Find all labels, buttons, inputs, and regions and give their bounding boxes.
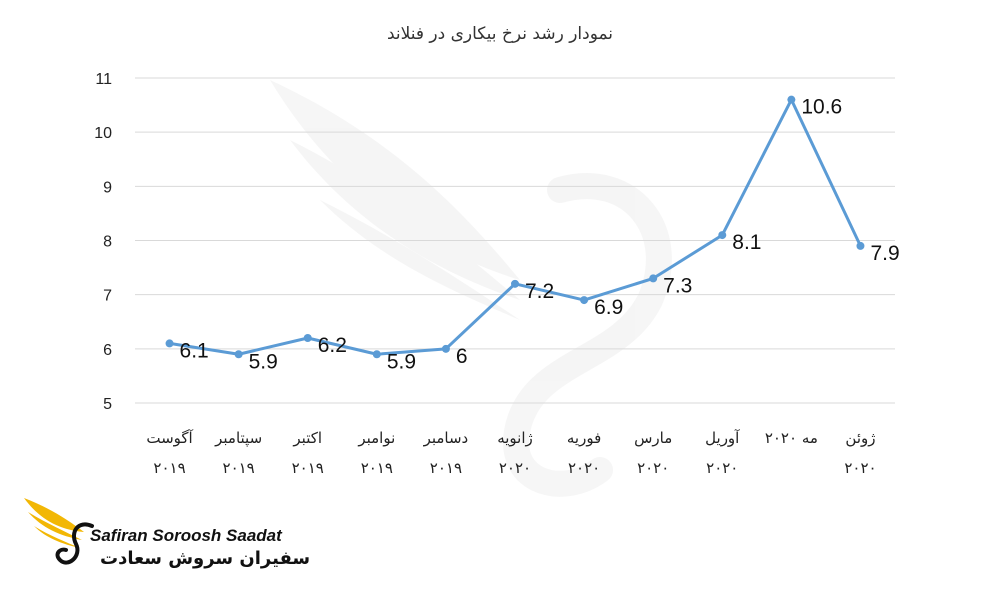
x-category-year: ۲۰۲۰ (568, 459, 600, 477)
data-label: 6.1 (180, 339, 209, 362)
x-category-year: ۲۰۲۰ (499, 459, 531, 477)
data-label: 5.9 (249, 350, 278, 373)
company-logo: Safiran Soroosh Saadat سفیران سروش سعادت (20, 490, 310, 585)
x-category-label: مه ۲۰۲۰ (765, 429, 818, 447)
data-label: 8.1 (732, 231, 761, 254)
y-tick-label: 8 (103, 234, 112, 251)
chart-title: نمودار رشد نرخ بیکاری در فنلاند (386, 24, 614, 44)
x-category-label: آگوست (146, 429, 193, 447)
data-point (787, 95, 796, 104)
data-label: 7.3 (663, 274, 692, 297)
x-category-year: ۲۰۱۹ (361, 459, 393, 477)
data-label: 6.9 (594, 296, 623, 319)
y-tick-label: 6 (103, 342, 112, 359)
y-tick-label: 7 (103, 288, 112, 305)
x-category-label: فوریه (567, 429, 601, 447)
x-category-year: ۲۰۲۰ (844, 459, 876, 477)
x-category-year: ۲۰۱۹ (153, 459, 185, 477)
data-point (649, 274, 658, 283)
x-category-label: نوامبر (357, 429, 395, 447)
logo-english-name: Safiran Soroosh Saadat (90, 526, 282, 545)
x-category-year: ۲۰۲۰ (706, 459, 738, 477)
data-label: 6 (456, 345, 468, 368)
data-point (580, 296, 589, 305)
x-category-label: ژوئن (845, 429, 875, 447)
data-point (856, 241, 865, 250)
data-point (372, 350, 381, 359)
data-label: 5.9 (387, 350, 416, 373)
data-label: 6.2 (318, 334, 347, 357)
x-category-year: ۲۰۲۰ (637, 459, 669, 477)
y-tick-label: 9 (103, 179, 112, 196)
x-category-label: اکتبر (292, 429, 322, 447)
x-category-year: ۲۰۱۹ (292, 459, 324, 477)
data-point (441, 344, 450, 353)
data-point (165, 339, 174, 348)
data-point (303, 334, 312, 342)
data-point (234, 350, 243, 359)
data-label: 7.9 (870, 242, 899, 265)
x-category-year: ۲۰۱۹ (223, 459, 255, 477)
data-point (511, 279, 519, 288)
wing-icon (24, 498, 94, 565)
watermark-logo (270, 80, 672, 497)
x-category-label: دسامبر (423, 429, 469, 447)
series-line (169, 98, 862, 356)
y-tick-label: 11 (95, 71, 112, 88)
data-label: 7.2 (525, 280, 554, 303)
data-point (718, 231, 727, 240)
logo-persian-name: سفیران سروش سعادت (100, 548, 311, 569)
x-category-label: مارس (634, 429, 672, 447)
data-label: 10.6 (801, 96, 842, 119)
x-category-label: سپتامبر (214, 429, 262, 448)
x-category-label: آوریل (705, 429, 740, 447)
x-category-label: ژانویه (497, 429, 533, 447)
y-tick-label: 5 (103, 396, 112, 413)
x-category-year: ۲۰۱۹ (430, 459, 462, 477)
y-tick-label: 10 (94, 125, 112, 142)
